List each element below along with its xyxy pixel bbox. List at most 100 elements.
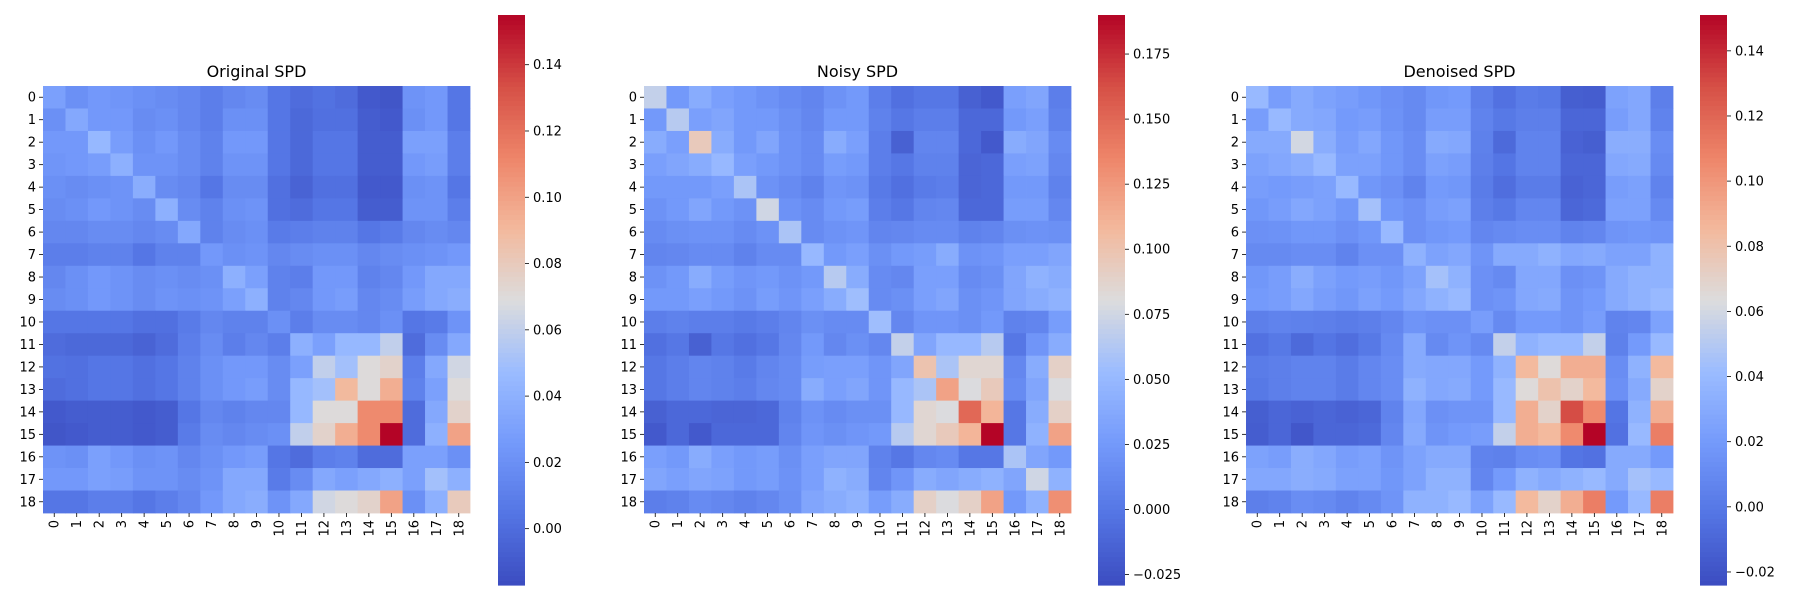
colorbar-segment <box>498 171 525 178</box>
colorbar-segment <box>1098 252 1125 258</box>
heatmap-cell <box>1470 265 1494 289</box>
heatmap-cell <box>1470 153 1494 177</box>
heatmap-cell <box>1335 423 1359 446</box>
heatmap-cell <box>913 153 937 177</box>
colorbar-segment <box>1098 437 1125 444</box>
colorbar-segment <box>1098 24 1125 30</box>
y-tick-label: 6 <box>1231 226 1239 241</box>
heatmap-cell <box>1583 310 1606 334</box>
heatmap-cell <box>447 175 471 199</box>
colorbar-segment <box>1700 475 1727 482</box>
heatmap-cell <box>357 490 381 514</box>
heatmap-cell <box>87 288 111 312</box>
heatmap-cell <box>290 333 314 357</box>
heatmap-cell <box>1003 130 1027 154</box>
heatmap-cell <box>335 108 359 132</box>
heatmap-cell <box>87 243 111 267</box>
colorbar-segment <box>1098 110 1125 116</box>
colorbar-segment <box>1700 186 1727 192</box>
y-tick-label: 9 <box>1231 293 1239 308</box>
colorbar-segment <box>1700 224 1727 230</box>
heatmap-cell <box>846 243 870 267</box>
heatmap-cell <box>132 86 156 109</box>
y-tick-label: 15 <box>19 428 36 443</box>
heatmap-cell <box>1515 198 1539 222</box>
heatmap-cell <box>711 153 735 177</box>
x-tick-label: 14 <box>362 520 377 537</box>
heatmap-cell <box>711 243 735 267</box>
x-tick-label: 0 <box>649 520 664 528</box>
heatmap-cell <box>1335 288 1359 312</box>
x-tick-label: 5 <box>1363 520 1378 528</box>
heatmap-cell <box>1313 400 1337 424</box>
colorbar-segment <box>1700 328 1727 334</box>
heatmap-cell <box>222 86 246 109</box>
heatmap-cell <box>312 468 336 491</box>
heatmap-cell <box>1470 86 1494 109</box>
x-tick-label: 12 <box>1520 520 1535 537</box>
heatmap-cell <box>958 288 982 312</box>
heatmap-cell <box>357 468 381 491</box>
colorbar-segment <box>498 528 525 534</box>
heatmap-cell <box>1246 490 1269 514</box>
heatmap-cell <box>801 288 825 312</box>
heatmap-cell <box>1628 220 1651 244</box>
heatmap-cell <box>981 220 1004 244</box>
heatmap-cell <box>1403 86 1427 109</box>
heatmap-cell <box>1003 243 1027 267</box>
heatmap-cell <box>1290 175 1314 199</box>
heatmap-cell <box>1335 265 1359 289</box>
heatmap-cell <box>1026 243 1049 267</box>
colorbar-segment <box>1098 480 1125 486</box>
heatmap-cell <box>43 333 66 357</box>
heatmap-cell <box>801 153 825 177</box>
colorbar-segment <box>498 24 525 30</box>
heatmap-cell <box>335 198 359 222</box>
heatmap-cell <box>688 333 712 357</box>
heatmap-cell <box>43 378 66 402</box>
heatmap-cell <box>290 198 314 222</box>
heatmap-cell <box>981 86 1004 109</box>
heatmap-cell <box>823 243 847 267</box>
heatmap-cell <box>177 175 201 199</box>
y-tick-label: 5 <box>28 203 36 218</box>
heatmap-cell <box>823 490 847 514</box>
heatmap-cell <box>1246 175 1269 199</box>
x-tick-label: 18 <box>452 520 467 537</box>
colorbar-segment <box>1098 409 1125 415</box>
colorbar-segment <box>498 281 525 287</box>
heatmap-cell <box>200 333 224 357</box>
x-tick-label: 16 <box>1610 520 1625 537</box>
heatmap-cell <box>290 378 314 402</box>
heatmap-cell <box>688 198 712 222</box>
heatmap-cell <box>1605 86 1629 109</box>
heatmap-cell <box>267 333 291 357</box>
heatmap-cell <box>447 86 471 109</box>
heatmap-cell <box>245 220 269 244</box>
heatmap-cell <box>1380 130 1404 154</box>
x-tick-label: 2 <box>1296 520 1311 528</box>
heatmap-cell <box>447 400 471 424</box>
heatmap-cell <box>891 333 915 357</box>
heatmap-cell <box>132 265 156 289</box>
heatmap-cell <box>846 355 870 379</box>
heatmap-cell <box>846 288 870 312</box>
y-tick-label: 3 <box>629 158 637 173</box>
heatmap-cell <box>65 333 89 357</box>
heatmap-cell <box>756 423 780 446</box>
colorbar-segment <box>1098 62 1125 68</box>
x-tick-label: 16 <box>407 520 422 537</box>
colorbar-tick-label: 0.12 <box>533 124 562 139</box>
heatmap-cell <box>868 288 892 312</box>
colorbar-segment <box>1700 100 1727 106</box>
heatmap-cell <box>936 333 960 357</box>
colorbar-segment <box>1700 556 1727 562</box>
heatmap-cell <box>312 445 336 469</box>
heatmap-cell <box>1313 265 1337 289</box>
heatmap-cell <box>65 243 89 267</box>
heatmap-cell <box>1425 310 1449 334</box>
heatmap-cell <box>87 153 111 177</box>
heatmap-cell <box>222 265 246 289</box>
colorbar-segment <box>1098 304 1125 311</box>
colorbar-tick-label: 0.075 <box>1133 308 1170 323</box>
